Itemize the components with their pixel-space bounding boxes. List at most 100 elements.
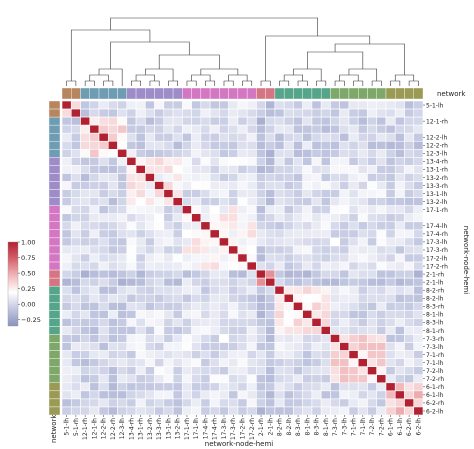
heatmap-cell (135, 406, 146, 416)
heatmap-cell (107, 124, 118, 134)
heatmap-cell (357, 269, 368, 279)
heatmap-cell (385, 390, 396, 400)
row-network-color-cell (48, 342, 61, 351)
heatmap-cell (163, 293, 174, 303)
column-network-color-cell (191, 87, 202, 100)
heatmap-cell (107, 221, 118, 231)
heatmap-cell (135, 366, 146, 376)
heatmap-cell (357, 310, 368, 319)
heatmap-cell (135, 149, 146, 158)
heatmap-cell (89, 350, 100, 359)
heatmap-cell (357, 334, 368, 343)
heatmap-cell (348, 108, 359, 118)
heatmap-cell (228, 221, 239, 231)
heatmap-cell (182, 358, 192, 367)
heatmap-cell (70, 398, 81, 408)
row-network-color-cell (48, 141, 61, 150)
heatmap-cell (70, 253, 81, 263)
heatmap-cell (228, 157, 239, 166)
heatmap-cell (413, 189, 424, 198)
heatmap-cell (283, 382, 294, 392)
heatmap-cell (209, 366, 220, 376)
heatmap-cell (246, 293, 257, 303)
heatmap-cell (339, 326, 350, 335)
heatmap-cell (385, 253, 396, 263)
heatmap-cell (154, 277, 165, 287)
heatmap-cell (283, 301, 294, 311)
heatmap-cell (154, 229, 165, 239)
heatmap-cell (385, 124, 396, 134)
heatmap-cell (413, 253, 424, 263)
heatmap-cell (172, 398, 183, 408)
heatmap-cell (274, 173, 285, 182)
heatmap-cell (209, 301, 220, 311)
heatmap-cell (117, 326, 128, 335)
heatmap-cell (61, 374, 72, 384)
row-tick-labels: 5-1-lh12-1-rh12-2-lh12-2-rh12-3-lh13-4-r… (423, 102, 448, 415)
heatmap-cell (135, 334, 146, 343)
heatmap-cell (228, 301, 239, 311)
heatmap-cell (117, 237, 128, 247)
heatmap-cell (339, 189, 350, 198)
heatmap-cell (311, 140, 322, 150)
heatmap-cell (228, 398, 239, 408)
row-network-color-cell (48, 108, 61, 118)
heatmap-cell (404, 334, 415, 343)
heatmap-cell (357, 261, 368, 271)
heatmap-cell (274, 237, 285, 247)
heatmap-cell (302, 140, 313, 150)
heatmap-cell (117, 173, 128, 182)
heatmap-cell (126, 181, 137, 190)
heatmap-cell (330, 229, 340, 239)
column-network-color-cell (348, 87, 359, 100)
column-tick-label: 7-3-rh (332, 418, 339, 436)
heatmap-cell (126, 350, 137, 359)
heatmap-cell (163, 165, 174, 174)
heatmap-cell (265, 124, 276, 134)
heatmap-cell (191, 293, 202, 303)
heatmap-cell (404, 277, 415, 287)
heatmap-cell (182, 245, 192, 255)
heatmap-cell (219, 277, 229, 287)
heatmap-cell (394, 310, 405, 319)
heatmap-cell (191, 173, 202, 182)
heatmap-cell (154, 100, 165, 110)
heatmap-cell (413, 229, 424, 239)
heatmap-cell (126, 334, 137, 343)
heatmap-cell (172, 358, 183, 367)
row-tick-label: 13-2-rh (426, 175, 448, 182)
heatmap-cell (385, 318, 396, 327)
heatmap-cell (61, 269, 72, 279)
heatmap-cell (404, 269, 415, 279)
heatmap-cell (209, 221, 220, 231)
dendrogram-link (306, 51, 364, 69)
heatmap-cell (237, 350, 248, 359)
column-tick-label: 12-2-rh (110, 418, 117, 440)
heatmap-cell (283, 221, 294, 231)
heatmap-cell (145, 277, 155, 287)
heatmap-cell (117, 334, 128, 343)
heatmap-cell (320, 245, 331, 255)
heatmap-cell (70, 108, 81, 118)
heatmap-cell (404, 350, 415, 359)
heatmap-cell (256, 140, 266, 150)
heatmap-cell (145, 140, 155, 150)
heatmap-cell (385, 197, 396, 206)
heatmap-cell (330, 301, 340, 311)
heatmap-cell (246, 140, 257, 150)
heatmap-cell (265, 398, 276, 408)
heatmap-cell (274, 261, 285, 271)
heatmap-cell (80, 116, 91, 126)
heatmap-cell (163, 189, 174, 198)
heatmap-cell (182, 390, 192, 400)
heatmap-cell (98, 100, 109, 110)
heatmap-cell (209, 406, 220, 416)
heatmap-cell (394, 318, 405, 327)
heatmap-cell (154, 181, 165, 190)
heatmap-cell (330, 100, 340, 110)
heatmap-cell (228, 245, 239, 255)
heatmap-cell (394, 124, 405, 134)
heatmap-cell (348, 237, 359, 247)
heatmap-cell (209, 213, 220, 223)
heatmap-cell (219, 181, 229, 190)
